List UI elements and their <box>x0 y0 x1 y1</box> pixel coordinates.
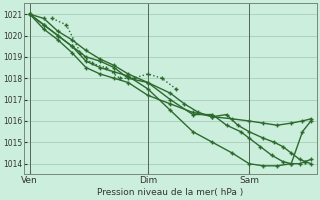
X-axis label: Pression niveau de la mer( hPa ): Pression niveau de la mer( hPa ) <box>97 188 244 197</box>
